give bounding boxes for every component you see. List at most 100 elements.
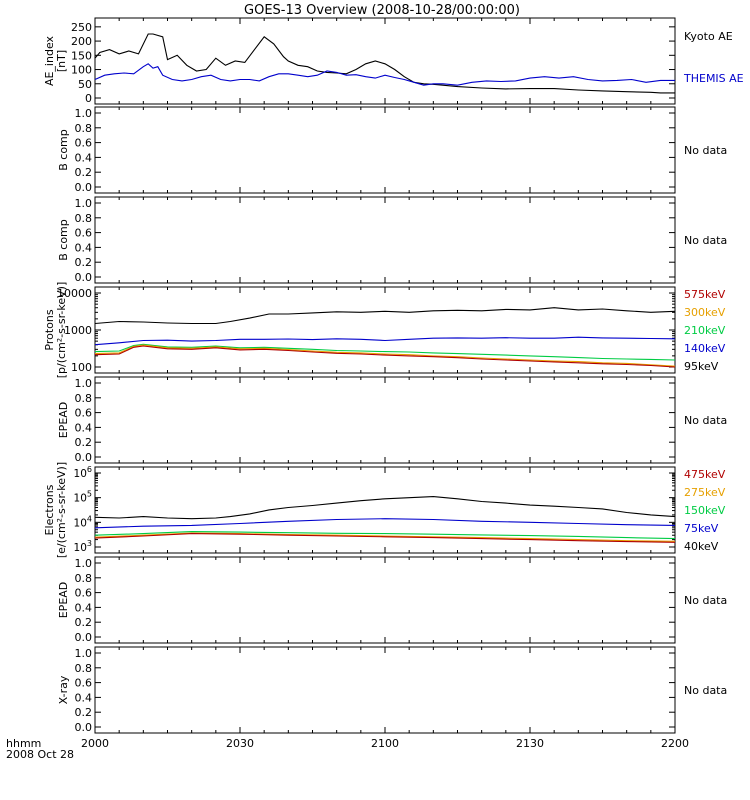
y-tick-label: 1000: [64, 324, 92, 337]
y-axis-label: [p/(cm²-s-sr-keV)]: [55, 282, 68, 379]
y-tick-label: 0.0: [75, 181, 93, 194]
y-tick-label: 0.8: [75, 122, 93, 135]
series-line-300kev: [94, 344, 676, 367]
x-tick-label: 2200: [661, 737, 689, 750]
series-line-themis-ae: [94, 63, 675, 86]
x-tick-label: 2130: [516, 737, 544, 750]
y-axis-label: B comp: [57, 219, 70, 261]
y-tick-label: 0.6: [75, 407, 93, 420]
y-tick-label: 0.8: [75, 662, 93, 675]
y-tick-exponent: 6: [87, 465, 92, 474]
y-tick-label: 0.0: [75, 721, 93, 734]
date-label: 2008 Oct 28: [6, 748, 74, 761]
y-tick-label: 100: [71, 361, 92, 374]
legend-entry: Kyoto AE: [684, 30, 733, 43]
panel-electrons: 103 104 105 106 Electrons [e/(cm²-s-sr-keV)] 4…: [43, 462, 726, 558]
time-format-label: hhmm: [6, 737, 41, 750]
panel-bcomp1: 0.0 0.2 0.40.6 0.8 1.0 B comp No data: [57, 106, 727, 194]
y-tick-label: 0.2: [75, 256, 93, 269]
y-tick-label: 0.8: [75, 392, 93, 405]
legend-entry: 95keV: [684, 360, 719, 373]
panel-frame: [94, 646, 676, 734]
y-tick-label: 50: [78, 78, 92, 91]
y-tick-label: 0.8: [75, 212, 93, 225]
panel-bcomp2: 0.0 0.2 0.40.6 0.8 1.0 B comp No data: [57, 196, 727, 284]
no-data-label: No data: [684, 144, 727, 157]
y-axis-label: [nT]: [55, 50, 68, 72]
y-axis-label: B comp: [57, 129, 70, 171]
y-tick-label: 0.0: [75, 271, 93, 284]
series-line-kyoto-ae: [94, 33, 675, 94]
legend-entry: 75keV: [684, 522, 719, 535]
y-tick-label: 105: [74, 490, 92, 505]
y-tick-label: 1.0: [75, 107, 93, 120]
y-axis-label: X-ray: [57, 675, 70, 704]
y-axis-label: EPEAD: [57, 402, 70, 439]
y-tick-label: 1.0: [75, 377, 93, 390]
y-tick-exponent: 3: [87, 539, 92, 548]
y-tick-label: 150: [71, 49, 92, 62]
panel-frame: [94, 106, 676, 194]
y-tick-label: 100: [71, 64, 92, 77]
y-tick-label: 0.6: [75, 137, 93, 150]
y-tick-exponent: 4: [87, 514, 92, 523]
series-line-40kev: [94, 496, 676, 520]
legend-entry: 150keV: [684, 504, 726, 517]
figure-title: GOES-13 Overview (2008-10-28/00:00:00): [244, 3, 520, 18]
y-axis-label: EPEAD: [57, 582, 70, 619]
series-line-140kev: [94, 336, 676, 346]
y-axis-label: Electrons: [43, 484, 56, 535]
panel-xray: 0.0 0.2 0.40.6 0.8 1.0 X-ray No data: [57, 646, 727, 734]
y-tick-label: 1.0: [75, 647, 93, 660]
y-axis-label: AE_index: [43, 35, 56, 86]
y-tick-label: 0.6: [75, 587, 93, 600]
no-data-label: No data: [684, 234, 727, 247]
y-tick-label: 10000: [57, 287, 92, 300]
series-line-150kev: [94, 531, 676, 540]
y-tick-exponent: 5: [87, 490, 92, 499]
no-data-label: No data: [684, 684, 727, 697]
legend-entry: 300keV: [684, 306, 726, 319]
y-tick-label: 0.8: [75, 572, 93, 585]
no-data-label: No data: [684, 594, 727, 607]
y-tick-label: 0.4: [75, 421, 93, 434]
y-tick-label: 1.0: [75, 197, 93, 210]
legend-entry: 475keV: [684, 468, 726, 481]
legend-entry: 210keV: [684, 324, 726, 337]
y-tick-label: 0.4: [75, 151, 93, 164]
y-tick-label: 0: [85, 92, 92, 105]
panel-epead1: 0.0 0.2 0.40.6 0.8 1.0 EPEAD No data: [57, 376, 727, 464]
series-line-210kev: [94, 343, 676, 361]
y-tick-label: 0.6: [75, 227, 93, 240]
series-line-95kev: [94, 307, 676, 325]
y-tick-label: 104: [74, 514, 92, 529]
y-tick-label: 0.0: [75, 631, 93, 644]
legend-entry: 40keV: [684, 540, 719, 553]
panel-frame: [94, 376, 676, 464]
y-tick-label: 0.2: [75, 616, 93, 629]
x-tick-label: 2100: [371, 737, 399, 750]
series-line-475kev: [94, 533, 676, 543]
y-axis-label: Protons: [43, 309, 56, 350]
y-tick-label: 0.4: [75, 601, 93, 614]
legend-entry: THEMIS AE: [683, 72, 744, 85]
panel-epead2: 0.0 0.2 0.40.6 0.8 1.0 EPEAD No data: [57, 556, 727, 644]
panel-frame: [94, 556, 676, 644]
x-tick-label: 2000: [81, 737, 109, 750]
panel-frame: [94, 196, 676, 284]
y-tick-label: 0.0: [75, 451, 93, 464]
y-tick-label: 106: [74, 465, 92, 480]
y-tick-label: 103: [74, 539, 92, 554]
y-tick-label: 0.2: [75, 706, 93, 719]
y-tick-label: 200: [71, 35, 92, 48]
y-tick-label: 0.2: [75, 436, 93, 449]
series-line-575kev: [94, 345, 676, 368]
no-data-label: No data: [684, 414, 727, 427]
legend-entry: 140keV: [684, 342, 726, 355]
series-line-275kev: [94, 532, 676, 542]
y-tick-label: 250: [71, 21, 92, 34]
y-tick-label: 0.6: [75, 677, 93, 690]
